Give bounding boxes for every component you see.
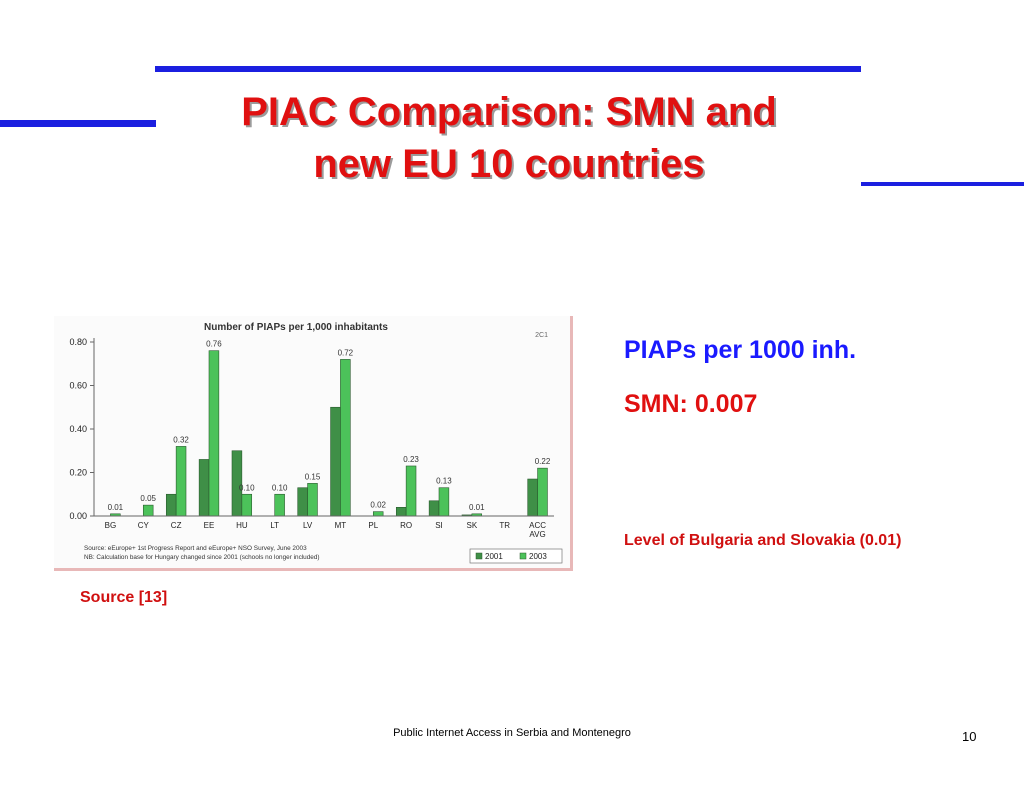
chart-note: Source: eEurope+ 1st Progress Report and… [84,545,307,552]
x-tick-label: MT [335,521,347,530]
bar-2001-lv [297,487,308,517]
x-tick-label: BG [105,521,117,530]
page-number: 10 [962,729,977,744]
y-tick-label: 0.00 [69,511,87,521]
source-note: Source [13] [80,589,168,606]
bar-2003-hu [241,493,253,517]
x-tick-label: TR [499,521,510,530]
bars-group: 0.01 0.05 0.32 0.76 0.10 0.10 0.15 0.72 0.02 0.23… [108,340,551,517]
bar-2003-si [438,487,450,517]
legend-label-2001: 2001 [485,552,503,561]
x-tick-label: PL [368,521,378,530]
data-label: 0.13 [436,477,452,486]
x-tick-label: AVG [529,530,545,539]
chart-figure: Number of PIAPs per 1,000 inhabitants 2C… [54,316,573,571]
top-rule [155,66,861,72]
x-tick-label: CY [138,521,150,530]
y-tick-label: 0.40 [69,424,87,434]
bar-2003-ro [405,465,417,517]
data-label: 0.15 [305,472,321,481]
slide-title-line-2: new EU 10 countries [313,142,705,186]
bar-2001-cz [165,493,177,517]
bar-2001-si [428,500,440,517]
footer-text: Public Internet Access in Serbia and Mon… [393,727,631,739]
legend-box [469,548,563,564]
bar-2003-mt [340,359,351,517]
left-rule [0,120,156,127]
chart-note: NB: Calculation base for Hungary changed… [84,554,320,561]
x-tick-label: HU [236,521,248,530]
bar-2003-cz [175,446,187,517]
data-label: 0.10 [272,483,288,492]
chart-notes: Source: eEurope+ 1st Progress Report and… [84,545,320,561]
legend-label-2003: 2003 [529,552,547,561]
data-label: 0.05 [140,494,156,503]
data-label: 0.23 [403,455,419,464]
data-label: 0.22 [535,457,551,466]
data-label: 0.32 [173,435,189,444]
data-label: 0.01 [469,503,485,512]
chart-legend: 2001 2003 [469,548,563,564]
x-tick-label: LT [270,521,279,530]
bar-2003-pl [372,511,384,517]
bar-2001-mt [330,406,341,517]
data-label: 0.01 [108,503,124,512]
legend-swatch-2003 [519,552,527,560]
side-value: SMN: 0.007 [624,390,758,418]
bar-2001-acc-avg [527,478,538,517]
x-tick-label: LV [303,521,313,530]
y-axis: 0.00 0.20 0.40 0.60 0.80 [69,337,95,521]
chart-title: Number of PIAPs per 1,000 inhabitants [204,322,388,333]
data-label: 0.10 [239,483,255,492]
data-label: 0.72 [338,348,354,357]
y-tick-label: 0.60 [69,381,87,391]
bar-2003-cy [142,504,154,517]
bar-2001-ee [198,459,210,517]
y-tick-label: 0.20 [69,468,87,478]
x-tick-label: CZ [171,521,182,530]
side-note: Level of Bulgaria and Slovakia (0.01) [624,532,902,549]
bar-2001-ro [395,507,407,517]
bar-2003-lv [307,483,318,517]
slide-title-line-1: PIAC Comparison: SMN and [241,90,777,134]
slide-title: PIAC Comparison: SMN and new EU 10 count… [150,86,868,190]
chart-code: 2C1 [535,332,548,339]
right-rule [861,182,1024,186]
x-tick-label: SK [467,521,478,530]
legend-swatch-2001 [475,552,483,560]
y-tick-label: 0.80 [69,337,87,347]
bar-2003-acc-avg [537,467,548,517]
bar-2003-ee [208,350,220,517]
x-tick-label: RO [400,521,412,530]
x-tick-label: EE [204,521,215,530]
x-tick-label: SI [435,521,443,530]
data-label: 0.76 [206,340,222,349]
side-heading: PIAPs per 1000 inh. [624,336,857,364]
bar-2003-lt [274,493,285,517]
x-tick-label: ACC [529,521,546,530]
data-label: 0.02 [370,501,386,510]
bar-chart: Number of PIAPs per 1,000 inhabitants 2C… [69,322,563,564]
